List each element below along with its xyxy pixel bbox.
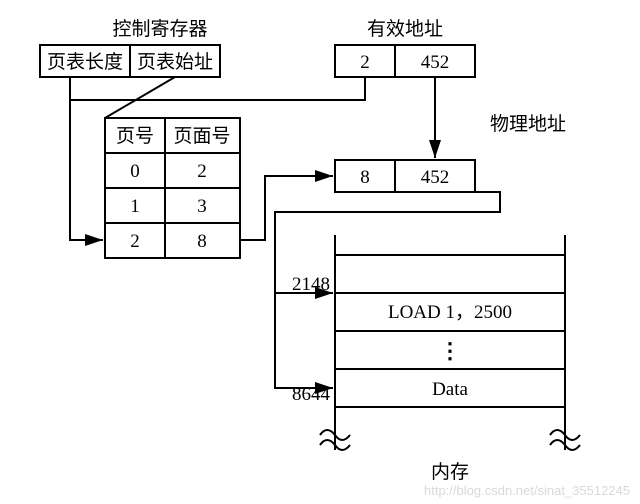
pt-r2-c1: 8 (197, 231, 207, 252)
line-frame-to-phys (240, 176, 333, 240)
pt-r0-c1: 2 (197, 161, 207, 182)
memory-block: LOAD 1，2500 ⋮ Data 2148 8644 内存 (292, 235, 580, 483)
eff-addr-label: 有效地址 (367, 18, 443, 40)
phys-addr-label: 物理地址 (490, 113, 566, 135)
pt-r2-c0: 2 (130, 231, 140, 252)
page-no-header: 页号 (116, 126, 154, 147)
mem-row-data: Data (432, 379, 468, 400)
pt-r1-c0: 1 (130, 196, 140, 217)
line-base-to-table (105, 77, 175, 118)
eff-addr-cell-1: 452 (421, 52, 450, 73)
watermark: http://blog.csdn.net/sinat_35512245 (424, 483, 630, 498)
pt-r0-c0: 0 (130, 161, 140, 182)
eff-addr-box: 2 452 (335, 45, 475, 77)
memory-label: 内存 (431, 461, 469, 483)
control-register-box: 页表长度 页表始址 (40, 45, 220, 77)
phys-addr-cell-0: 8 (360, 167, 370, 188)
line-mem-2148-to-8644 (275, 293, 333, 388)
mem-row-load: LOAD 1，2500 (388, 302, 512, 323)
page-table: 页号 页面号 0 2 1 3 2 8 (105, 118, 240, 258)
phys-addr-cell-1: 452 (421, 167, 450, 188)
mem-addr-2148: 2148 (292, 274, 330, 295)
control-reg-label: 控制寄存器 (112, 18, 207, 40)
page-table-base-label: 页表始址 (137, 51, 213, 73)
page-table-len-label: 页表长度 (47, 51, 123, 73)
frame-no-header: 页面号 (173, 126, 230, 147)
eff-addr-cell-0: 2 (360, 52, 370, 73)
mem-row-dots: ⋮ (439, 338, 461, 363)
phys-addr-box: 8 452 (335, 160, 475, 192)
pt-r1-c1: 3 (197, 196, 207, 217)
